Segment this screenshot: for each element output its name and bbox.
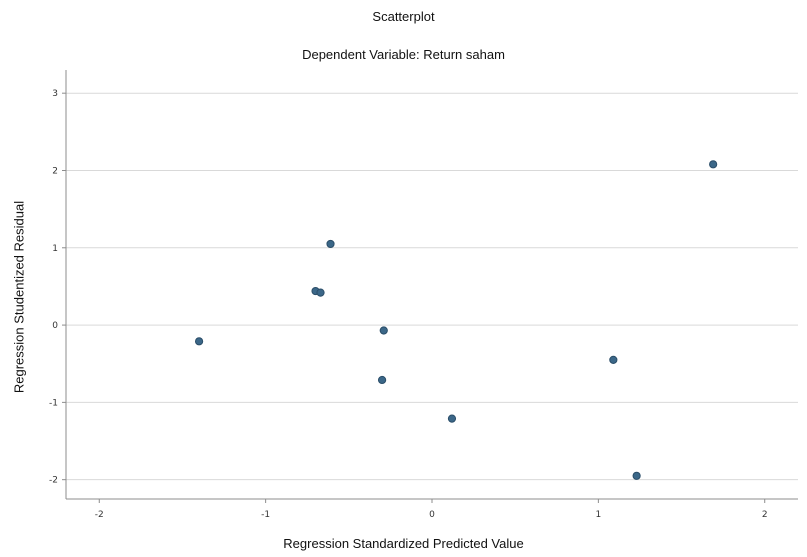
y-tick-label: -2 xyxy=(49,476,58,486)
data-point xyxy=(632,471,641,480)
tick-labels: -2 -1 0 1 2 3 -2 -1 0 1 2 xyxy=(49,89,768,520)
y-tick-label: 0 xyxy=(52,321,58,331)
grid-lines xyxy=(66,92,798,481)
y-tick-label: 1 xyxy=(52,244,58,254)
x-tick-label: -2 xyxy=(95,510,104,520)
data-point xyxy=(609,355,618,364)
y-tick-label: 3 xyxy=(52,89,58,99)
y-tick-label: 2 xyxy=(52,166,58,176)
x-tick-label: -1 xyxy=(261,510,270,520)
data-point xyxy=(326,239,335,249)
data-point xyxy=(447,414,457,423)
x-tick-label: 2 xyxy=(762,510,768,520)
x-tick-label: 1 xyxy=(595,510,601,520)
axes xyxy=(62,70,798,503)
data-point xyxy=(377,375,387,385)
data-point xyxy=(316,288,325,297)
data-points xyxy=(194,160,718,480)
data-point xyxy=(194,337,204,346)
chart-title: Scatterplot xyxy=(372,9,435,24)
x-tick-label: 0 xyxy=(429,510,435,520)
y-axis-label: Regression Studentized Residual xyxy=(11,200,27,394)
y-tick-label: -1 xyxy=(49,398,58,408)
chart-subtitle: Dependent Variable: Return saham xyxy=(302,47,505,62)
x-axis-label: Regression Standardized Predicted Value xyxy=(283,536,524,551)
data-point xyxy=(379,326,388,335)
data-point xyxy=(709,160,718,169)
